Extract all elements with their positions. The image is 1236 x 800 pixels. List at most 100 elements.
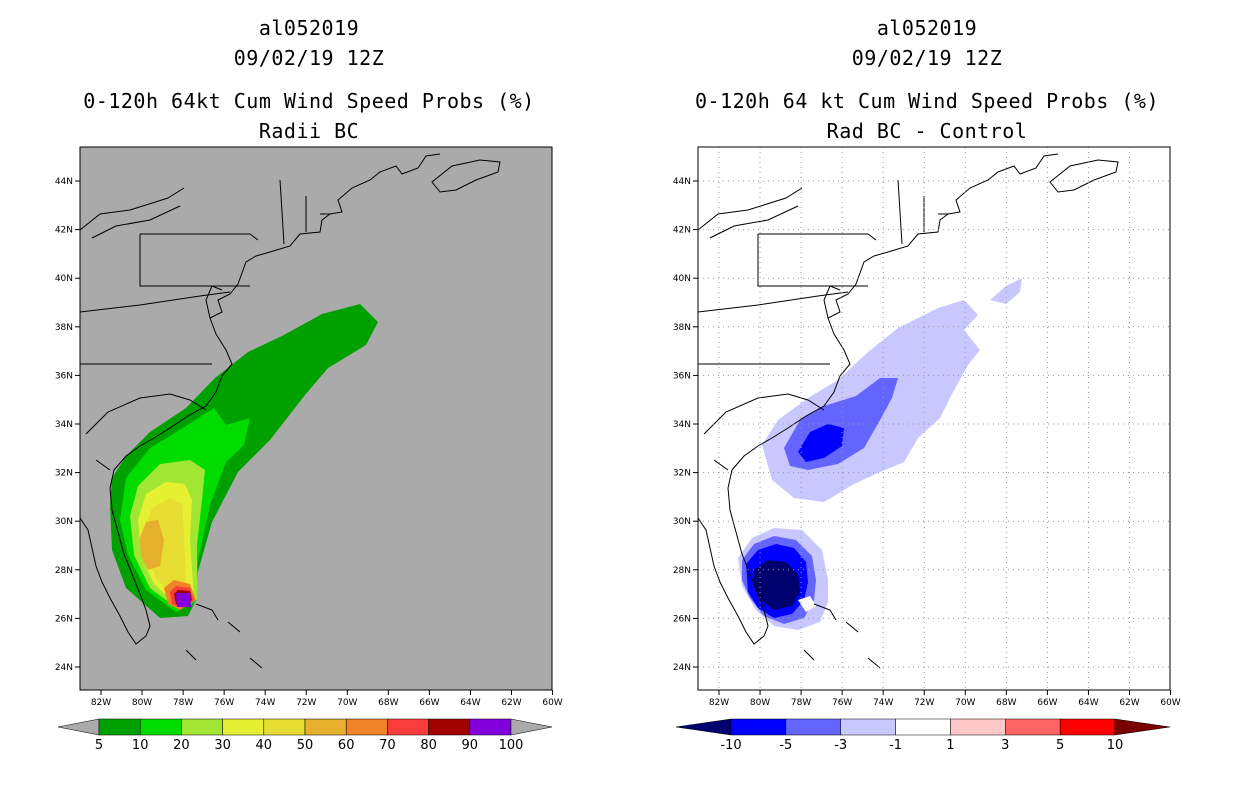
lon-tick-label: 80W (750, 698, 770, 708)
bahamas (803, 603, 881, 669)
florida-coast (80, 487, 151, 645)
lon-tick-label: 60W (542, 698, 562, 708)
lat-tick-label: 34N (55, 420, 73, 430)
colorbar: -10 -5 -3 -1 1 3 5 10 (675, 718, 1171, 753)
lon-tick-label: 66W (419, 698, 439, 708)
coastlines (80, 153, 501, 669)
lon-tick-label: 60W (1160, 698, 1180, 708)
contour-neg10 (798, 424, 844, 462)
colorbar-label: 10 (132, 738, 149, 753)
colorbar-label: 10 (1107, 738, 1124, 753)
longitude-ticks: 82W 80W 78W 76W 74W 72W 70W 68W 66W 64W 62W 60W (91, 690, 563, 708)
lon-tick-label: 70W (337, 698, 357, 708)
lat-tick-label: 36N (55, 371, 73, 381)
us-east-coast (109, 153, 441, 489)
lat-tick-label: 26N (55, 614, 73, 624)
lat-tick-label: 44N (55, 177, 73, 187)
colorbar-label: -1 (889, 738, 902, 753)
colorbar-label: 30 (214, 738, 231, 753)
lat-tick-label: 24N (673, 663, 691, 673)
colorbar-label: 90 (462, 738, 479, 753)
colorbar-swatch (1059, 718, 1116, 736)
lat-tick-label: 38N (55, 323, 73, 333)
lat-tick-label: 28N (55, 566, 73, 576)
right-panel: al052019 09/02/19 12Z 0-120h 64 kt Cum W… (618, 0, 1236, 800)
bahamas (185, 603, 263, 669)
latitude-ticks: 24N 26N 28N 30N 32N 34N 36N 38N 40N 42N 44N (55, 177, 80, 673)
colorbar-label: 40 (256, 738, 273, 753)
difference-map: 82W 80W 78W 76W 74W 72W 70W 68W 66W 64W 62W 60W 24N… (673, 146, 1181, 753)
lat-tick-label: 38N (673, 323, 691, 333)
subtitle: Radii BC (258, 119, 360, 143)
colorbar-swatch (345, 718, 388, 736)
colorbar-swatch (181, 718, 223, 736)
us-east-coast (727, 153, 1059, 489)
contour-pos1 (798, 596, 816, 612)
lon-tick-label: 68W (996, 698, 1016, 708)
lon-tick-label: 80W (132, 698, 152, 708)
colorbar-label: 50 (297, 738, 314, 753)
colorbar-label: 80 (420, 738, 437, 753)
contour-neg3-east (990, 278, 1022, 304)
colorbar-swatch (469, 718, 512, 736)
colorbar-label: 70 (379, 738, 396, 753)
lat-tick-label: 40N (673, 274, 691, 284)
colorbar-label: 5 (1056, 738, 1064, 753)
colorbar-swatch (263, 718, 306, 736)
lat-tick-label: 24N (55, 663, 73, 673)
lon-tick-label: 74W (873, 698, 893, 708)
lon-tick-label: 74W (255, 698, 275, 708)
colorbar-swatch (139, 718, 182, 736)
contour-50 (140, 520, 164, 570)
chesapeake-bay (205, 285, 223, 319)
colorbar-label: 1 (946, 738, 954, 753)
colorbar-label: -5 (779, 738, 792, 753)
lon-tick-label: 62W (1119, 698, 1139, 708)
colorbar-low-triangle (57, 718, 100, 736)
date-title: 09/02/19 12Z (233, 46, 385, 70)
lat-tick-label: 44N (673, 177, 691, 187)
lon-tick-label: 62W (501, 698, 521, 708)
contour-90 (176, 593, 191, 607)
contour-neg-max-south (754, 560, 800, 610)
lat-tick-label: 28N (673, 566, 691, 576)
left-panel: al052019 09/02/19 12Z 0-120h 64kt Cum Wi… (55, 16, 563, 753)
colorbar-swatch (1005, 718, 1061, 736)
product-title: 0-120h 64kt Cum Wind Speed Probs (%) (83, 89, 535, 113)
colorbar-label: 3 (1001, 738, 1009, 753)
colorbar-swatch (304, 718, 347, 736)
colorbar-swatch (785, 718, 841, 736)
colorbar-swatch (387, 718, 429, 736)
lon-tick-label: 72W (914, 698, 934, 708)
great-lakes (80, 187, 185, 239)
longitude-ticks: 82W 80W 78W 76W 74W 72W 70W 68W 66W 64W 62W 60W (709, 690, 1181, 708)
lat-tick-label: 32N (55, 469, 73, 479)
chesapeake-bay (823, 285, 841, 319)
florida-coast (698, 487, 769, 645)
lon-tick-label: 76W (214, 698, 234, 708)
colorbar-label: -3 (834, 738, 847, 753)
lat-tick-label: 42N (55, 226, 73, 236)
colorbar-label: 5 (95, 738, 103, 753)
lon-tick-label: 64W (1078, 698, 1098, 708)
great-lakes (698, 187, 803, 239)
lon-tick-label: 72W (296, 698, 316, 708)
lat-tick-label: 30N (673, 517, 691, 527)
colorbar-swatch (840, 718, 896, 736)
lon-tick-label: 82W (709, 698, 729, 708)
colorbar-label: -10 (720, 738, 741, 753)
map-grid (698, 147, 1170, 690)
map-frame (79, 146, 553, 691)
lon-tick-label: 76W (832, 698, 852, 708)
storm-id-title: al052019 (876, 16, 978, 40)
lon-tick-label: 70W (955, 698, 975, 708)
colorbar-swatch (950, 718, 1006, 736)
colorbar-swatch (428, 718, 471, 736)
lat-tick-label: 26N (673, 614, 691, 624)
colorbar-swatch (98, 718, 141, 736)
colorbar-low-triangle (675, 718, 732, 736)
lat-tick-label: 34N (673, 420, 691, 430)
lon-tick-label: 78W (791, 698, 811, 708)
map-frame (697, 146, 1171, 691)
latitude-ticks: 24N 26N 28N 30N 32N 34N 36N 38N 40N 42N 44N (673, 177, 698, 673)
